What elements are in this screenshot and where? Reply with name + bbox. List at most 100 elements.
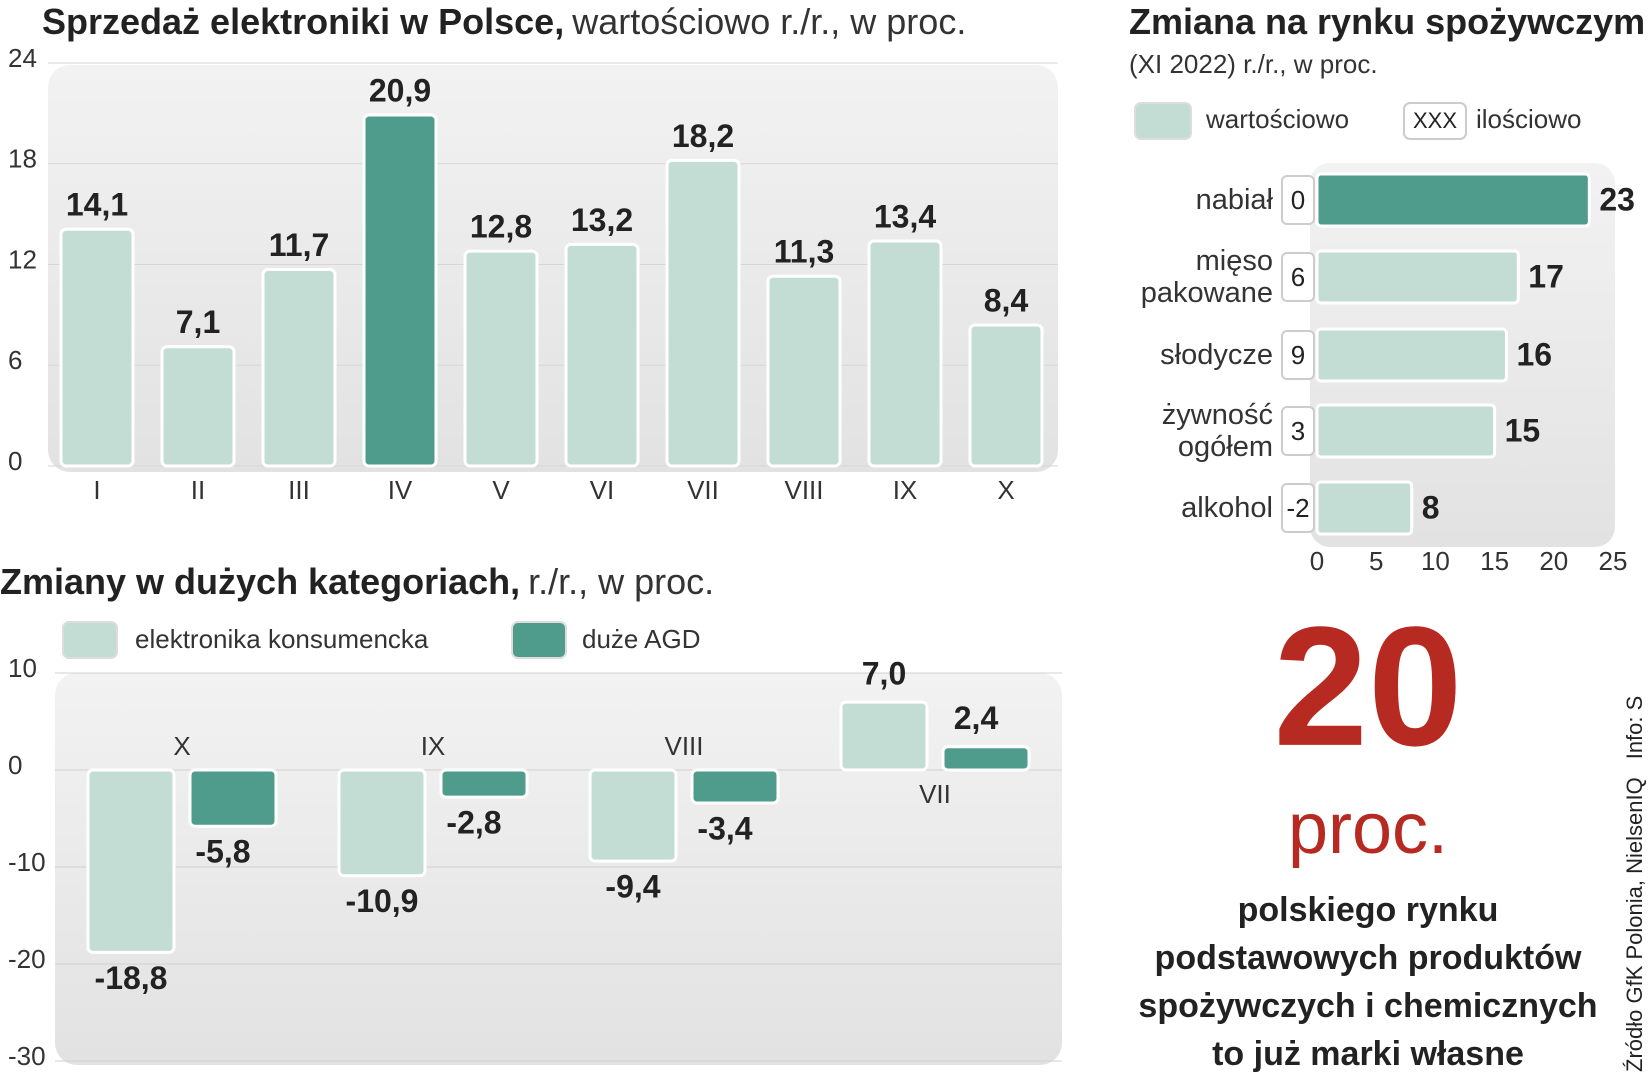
legend-swatch	[511, 621, 567, 659]
legend-symbol: XXX	[1413, 108, 1457, 133]
chart-title: Sprzedaż elektroniki w Polsce, wartościow…	[42, 1, 966, 42]
bar	[86, 768, 176, 954]
bar	[463, 249, 539, 468]
category-label-box: żywność ogółem	[1161, 399, 1273, 463]
x-tick-label: II	[191, 475, 205, 505]
bar	[261, 268, 337, 468]
value-label: 11,7	[269, 227, 330, 263]
bar	[839, 700, 929, 772]
y-tick-label: 6	[8, 345, 22, 375]
y-tick-label: alkohol	[1181, 492, 1273, 524]
callout-text: podstawowych produktów	[1155, 939, 1582, 977]
y-tick-label: 0	[8, 750, 22, 780]
title-text: Zmiany w dużych kategoriach,	[0, 561, 520, 602]
x-tick-label: IX	[421, 731, 446, 761]
x-tick-label: X	[173, 731, 190, 761]
quantity-box	[1281, 483, 1315, 533]
x-tick-label: V	[492, 475, 510, 505]
bar	[1315, 403, 1497, 459]
x-tick-label: 25	[1599, 546, 1628, 576]
x-tick-label: 10	[1421, 546, 1450, 576]
source-text: Źródło GfK Polonia, NielsenIQ	[1622, 777, 1647, 1072]
category-label-box: nabiał	[1195, 184, 1273, 216]
legend-label: wartościowo	[1205, 104, 1349, 134]
y-tick-label: -30	[8, 1041, 46, 1071]
bar	[439, 768, 529, 799]
callout-unit: proc.	[1288, 789, 1448, 869]
y-tick-label: -10	[8, 847, 46, 877]
quantity-label: 0	[1291, 185, 1305, 215]
value-label: 14,1	[66, 187, 128, 223]
quantity-label: 6	[1291, 262, 1305, 292]
y-tick-label: żywność ogółem	[1161, 399, 1273, 463]
callout-text: spożywczych i chemicznych	[1138, 987, 1597, 1025]
x-tick-label: VII	[687, 475, 719, 505]
chart-title: Zmiany w dużych kategoriach, r./r., w pro…	[0, 561, 714, 602]
x-tick-label: IX	[893, 475, 918, 505]
category-label-box: mięso pakowane	[1140, 245, 1273, 309]
value-label: 15	[1505, 412, 1541, 448]
bar	[564, 242, 640, 468]
bar	[867, 239, 943, 468]
quantity-box	[1281, 406, 1315, 456]
value-label: -2,8	[446, 805, 501, 841]
bar	[665, 158, 741, 468]
x-tick-label: 0	[1310, 546, 1324, 576]
quantity-box	[1281, 252, 1315, 302]
y-tick-label: 18	[8, 144, 37, 174]
x-tick-label: X	[997, 475, 1014, 505]
bar	[1315, 480, 1414, 536]
legend-swatch	[62, 621, 118, 659]
chart-title: Zmiana na rynku spożywczym	[1129, 1, 1645, 42]
bar	[690, 768, 780, 805]
bar	[362, 113, 438, 468]
value-label: -18,8	[95, 960, 168, 996]
value-label: 8,4	[984, 282, 1029, 318]
value-label: -9,4	[605, 869, 660, 905]
value-label: -10,9	[346, 883, 419, 919]
chart-subtitle: (XI 2022) r./r., w proc.	[1129, 49, 1378, 79]
legend-label: duże AGD	[582, 624, 701, 654]
y-tick-label: -20	[8, 944, 46, 974]
y-tick-label: mięso pakowane	[1140, 245, 1273, 309]
value-label: 2,4	[954, 700, 999, 736]
x-tick-label: VI	[590, 475, 615, 505]
x-tick-label: VIII	[784, 475, 823, 505]
value-label: -3,4	[697, 810, 752, 846]
legend-label: elektronika konsumencka	[135, 624, 429, 654]
x-tick-label: I	[93, 475, 100, 505]
bar	[337, 768, 427, 878]
y-tick-label: słodycze	[1160, 339, 1273, 371]
bar	[766, 274, 842, 468]
y-tick-label: 10	[8, 653, 37, 683]
x-tick-label: 5	[1369, 546, 1383, 576]
source-note: Źródło GfK Polonia, NielsenIQ Info: S	[1622, 696, 1647, 1072]
bar	[941, 745, 1031, 772]
title-text: Sprzedaż elektroniki w Polsce,	[42, 1, 564, 42]
value-label: 17	[1528, 258, 1564, 294]
y-tick-label: 12	[8, 244, 37, 274]
x-tick-label: 15	[1480, 546, 1509, 576]
value-label: 13,2	[571, 202, 633, 238]
value-label: 20,9	[369, 73, 431, 109]
quantity-label: -2	[1286, 493, 1309, 523]
legend-label: ilościowo	[1476, 104, 1582, 134]
y-tick-label: nabiał	[1195, 184, 1273, 216]
subtitle-text: r./r., w proc.	[528, 561, 714, 602]
quantity-label: 9	[1291, 340, 1305, 370]
x-tick-label: 20	[1539, 546, 1568, 576]
value-label: 18,2	[672, 118, 734, 154]
quantity-label: 3	[1291, 416, 1305, 446]
bar	[160, 345, 236, 468]
x-tick-label: VIII	[664, 731, 703, 761]
value-label: 13,4	[874, 198, 936, 234]
bar	[1315, 249, 1520, 305]
value-label: -5,8	[195, 834, 250, 870]
quantity-box	[1281, 175, 1315, 225]
value-label: 23	[1599, 181, 1635, 217]
value-label: 7,0	[862, 656, 906, 692]
x-tick-label: VII	[919, 779, 951, 809]
value-label: 11,3	[774, 234, 835, 270]
y-tick-label: 24	[8, 43, 37, 73]
